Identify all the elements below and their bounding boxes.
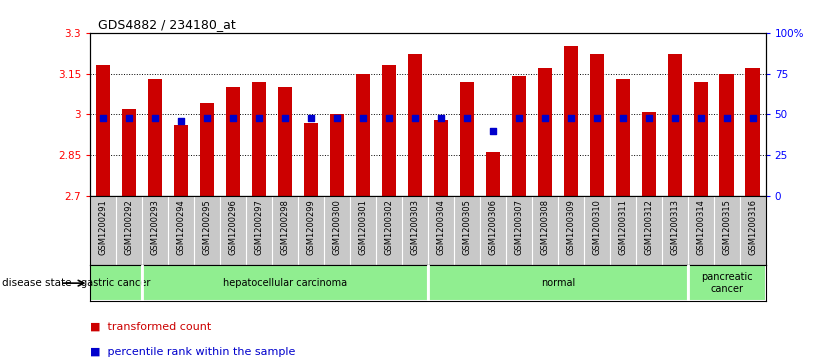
Point xyxy=(356,115,369,121)
Point xyxy=(382,115,395,121)
Point xyxy=(330,115,344,121)
Bar xyxy=(252,82,266,196)
Text: GSM1200304: GSM1200304 xyxy=(436,200,445,255)
Bar xyxy=(304,122,318,196)
Point xyxy=(174,118,188,124)
Text: normal: normal xyxy=(540,278,575,288)
Point xyxy=(279,115,292,121)
Bar xyxy=(485,152,500,196)
Point xyxy=(538,115,551,121)
Bar xyxy=(590,54,604,196)
Point xyxy=(460,115,474,121)
Point xyxy=(590,115,604,121)
Text: ■  percentile rank within the sample: ■ percentile rank within the sample xyxy=(90,347,295,357)
Bar xyxy=(96,65,110,196)
Text: GSM1200312: GSM1200312 xyxy=(644,200,653,255)
Text: GSM1200311: GSM1200311 xyxy=(618,200,627,255)
Text: pancreatic
cancer: pancreatic cancer xyxy=(701,272,752,294)
Bar xyxy=(688,265,766,301)
Point xyxy=(564,115,577,121)
Text: GDS4882 / 234180_at: GDS4882 / 234180_at xyxy=(98,18,236,31)
Bar xyxy=(148,79,162,196)
Text: disease state: disease state xyxy=(2,278,71,288)
Text: GSM1200310: GSM1200310 xyxy=(592,200,601,255)
Point xyxy=(148,115,162,121)
Text: GSM1200313: GSM1200313 xyxy=(671,200,679,256)
Bar xyxy=(720,73,734,196)
Bar xyxy=(746,68,760,196)
Text: GSM1200301: GSM1200301 xyxy=(359,200,368,255)
Text: GSM1200306: GSM1200306 xyxy=(488,200,497,256)
Bar xyxy=(122,109,136,196)
Bar xyxy=(226,87,240,196)
Point xyxy=(720,115,733,121)
Bar xyxy=(511,76,526,196)
Bar xyxy=(173,125,188,196)
Bar xyxy=(90,265,142,301)
Text: hepatocellular carcinoma: hepatocellular carcinoma xyxy=(223,278,347,288)
Point xyxy=(304,115,318,121)
Text: GSM1200303: GSM1200303 xyxy=(410,200,420,256)
Text: GSM1200296: GSM1200296 xyxy=(229,200,238,255)
Text: GSM1200293: GSM1200293 xyxy=(150,200,159,255)
Point xyxy=(200,115,214,121)
Bar xyxy=(641,111,656,196)
Text: GSM1200292: GSM1200292 xyxy=(124,200,133,255)
Bar xyxy=(329,114,344,196)
Point xyxy=(408,115,421,121)
Text: gastric cancer: gastric cancer xyxy=(82,278,151,288)
Text: GSM1200316: GSM1200316 xyxy=(748,200,757,256)
Text: GSM1200298: GSM1200298 xyxy=(280,200,289,255)
Point xyxy=(226,115,239,121)
Text: GSM1200297: GSM1200297 xyxy=(254,200,264,255)
Text: GSM1200299: GSM1200299 xyxy=(306,200,315,255)
Point xyxy=(123,115,136,121)
Text: GSM1200302: GSM1200302 xyxy=(384,200,394,255)
Text: GSM1200309: GSM1200309 xyxy=(566,200,575,255)
Bar xyxy=(434,120,448,196)
Point xyxy=(616,115,630,121)
Point xyxy=(746,115,759,121)
Point xyxy=(435,115,448,121)
Text: GSM1200305: GSM1200305 xyxy=(462,200,471,255)
Bar xyxy=(564,46,578,196)
Point xyxy=(486,128,500,134)
Point xyxy=(512,115,525,121)
Point xyxy=(252,115,265,121)
Text: GSM1200300: GSM1200300 xyxy=(333,200,341,255)
Bar xyxy=(615,79,630,196)
Point xyxy=(97,115,110,121)
Bar xyxy=(200,103,214,196)
Text: GSM1200295: GSM1200295 xyxy=(203,200,212,255)
Bar xyxy=(142,265,428,301)
Text: GSM1200314: GSM1200314 xyxy=(696,200,706,255)
Bar xyxy=(382,65,396,196)
Text: GSM1200307: GSM1200307 xyxy=(515,200,523,256)
Point xyxy=(694,115,707,121)
Bar xyxy=(278,87,292,196)
Text: GSM1200315: GSM1200315 xyxy=(722,200,731,255)
Text: GSM1200294: GSM1200294 xyxy=(177,200,185,255)
Bar xyxy=(408,54,422,196)
Text: GSM1200308: GSM1200308 xyxy=(540,200,550,256)
Bar xyxy=(694,82,708,196)
Point xyxy=(642,115,656,121)
Point xyxy=(668,115,681,121)
Text: GSM1200291: GSM1200291 xyxy=(98,200,108,255)
Bar xyxy=(460,82,474,196)
Text: ■  transformed count: ■ transformed count xyxy=(90,322,211,332)
Bar xyxy=(667,54,682,196)
Bar xyxy=(538,68,552,196)
Bar xyxy=(428,265,688,301)
Bar xyxy=(356,73,370,196)
